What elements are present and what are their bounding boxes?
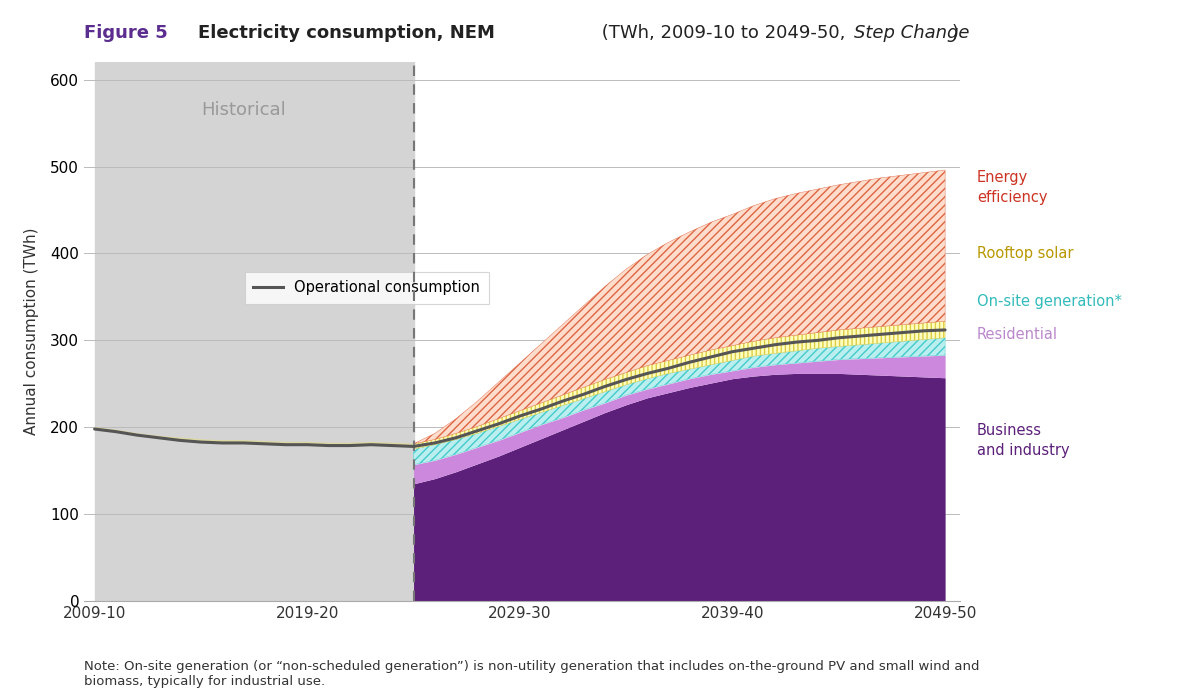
Text: Energy
efficiency: Energy efficiency xyxy=(977,170,1048,205)
Text: Figure 5: Figure 5 xyxy=(84,24,168,42)
Bar xyxy=(95,62,414,601)
Text: Historical: Historical xyxy=(202,101,286,119)
Text: Step Change: Step Change xyxy=(854,24,970,42)
Text: Rooftop solar: Rooftop solar xyxy=(977,246,1074,261)
Text: Note: On-site generation (or “non-scheduled generation”) is non-utility generati: Note: On-site generation (or “non-schedu… xyxy=(84,660,979,688)
Text: Electricity consumption, NEM: Electricity consumption, NEM xyxy=(198,24,494,42)
Text: ): ) xyxy=(952,24,959,42)
Text: (TWh, 2009-10 to 2049-50,: (TWh, 2009-10 to 2049-50, xyxy=(596,24,852,42)
Text: Business
and industry: Business and industry xyxy=(977,423,1069,457)
Text: Residential: Residential xyxy=(977,327,1058,342)
Legend: Operational consumption: Operational consumption xyxy=(245,272,488,304)
Text: On-site generation*: On-site generation* xyxy=(977,294,1122,309)
Y-axis label: Annual consumption (TWh): Annual consumption (TWh) xyxy=(24,228,40,435)
